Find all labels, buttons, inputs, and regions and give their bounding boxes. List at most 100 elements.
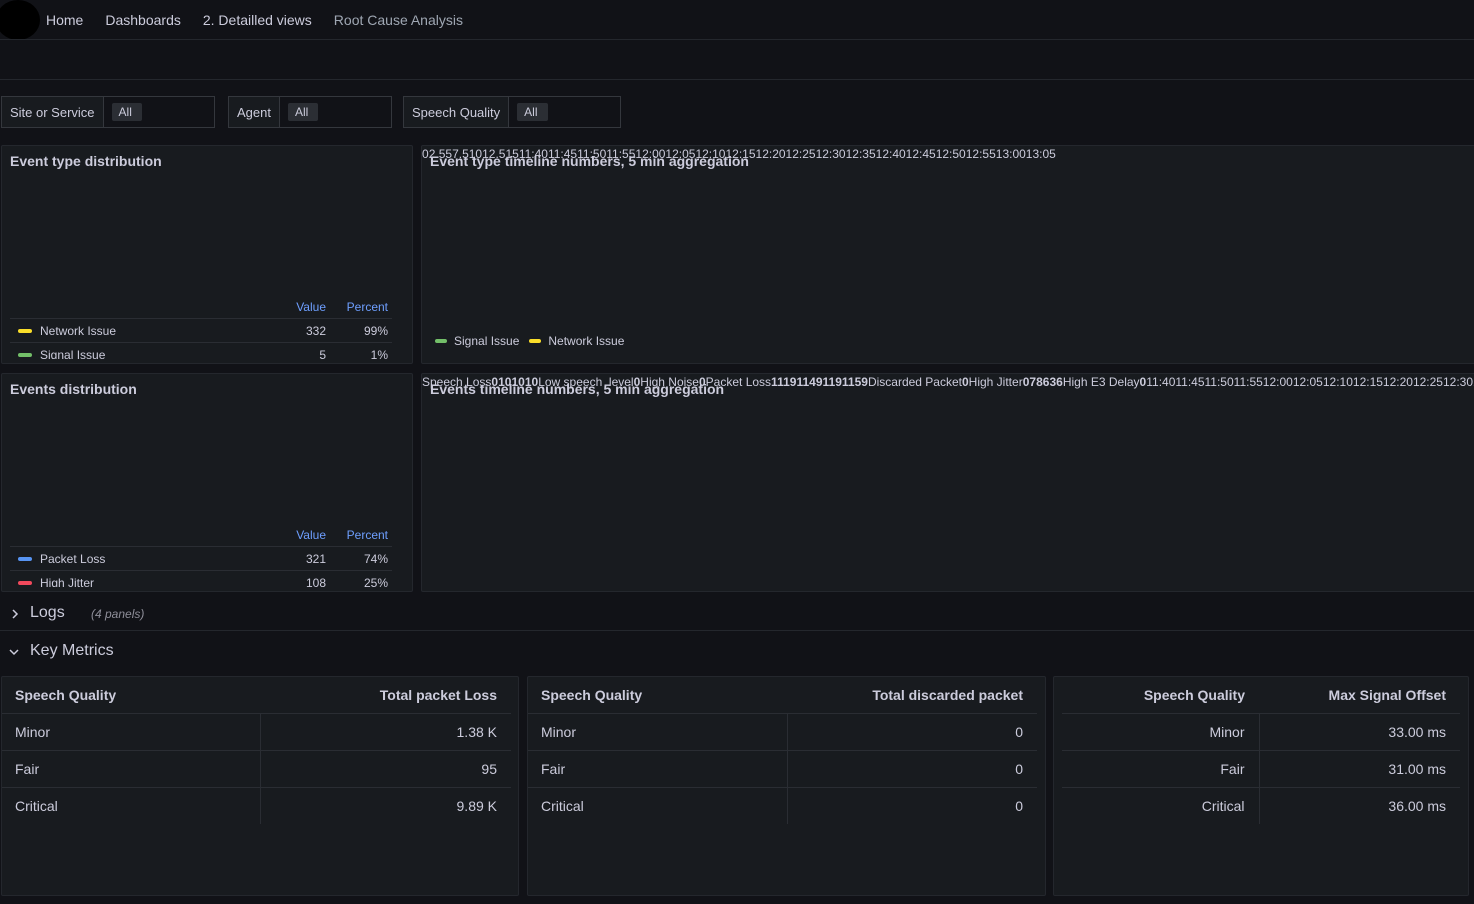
- x-tick-label: 13:05: [1025, 147, 1056, 161]
- column-header[interactable]: Speech Quality: [1062, 677, 1259, 714]
- legend-item[interactable]: Network Issue: [529, 334, 624, 348]
- table-cell: 33.00 ms: [1258, 713, 1460, 751]
- breadcrumb-item[interactable]: 2. Detailled views: [202, 12, 312, 28]
- table-panel: Speech Quality Total discarded packet Mino…: [527, 676, 1046, 896]
- column-header[interactable]: Speech Quality: [2, 677, 260, 714]
- table-panel: Speech Quality Max Signal Offset Minor 33.0…: [1053, 676, 1469, 896]
- state-value: 7: [1029, 375, 1037, 389]
- filter-select[interactable]: All: [103, 96, 215, 128]
- filter-select[interactable]: All: [509, 96, 622, 128]
- x-tick-label: 12:55: [965, 147, 996, 161]
- collapse-chevron[interactable]: [6, 645, 22, 659]
- y-tick-label: 0: [422, 147, 429, 161]
- table-cell: 0: [786, 713, 1037, 751]
- row-label: High Jitter: [968, 375, 1023, 389]
- x-tick-label: 11:55: [1233, 375, 1263, 389]
- breadcrumb-item[interactable]: Home: [46, 12, 84, 28]
- filter-chip[interactable]: All: [287, 103, 319, 121]
- filter-chip[interactable]: All: [111, 103, 142, 121]
- table-cell: Critical: [1201, 798, 1245, 814]
- state-value: 0: [961, 375, 969, 389]
- table-cell: Minor: [2, 713, 260, 751]
- column-header[interactable]: Total packet Loss: [260, 677, 511, 714]
- legend-swatch: [18, 352, 32, 357]
- x-tick-label: 12:05: [665, 147, 696, 161]
- breadcrumb-item[interactable]: Root Cause Analysis: [333, 12, 463, 28]
- state-value: 0: [698, 375, 706, 389]
- legend-item[interactable]: Signal Issue: [435, 334, 519, 348]
- legend-header-cell[interactable]: Value: [296, 528, 326, 542]
- x-tick-label: 11:45: [1175, 375, 1205, 389]
- state-value: 1: [524, 375, 532, 389]
- x-tick-label: 12:05: [1292, 375, 1323, 389]
- row-label: Speech Loss: [422, 375, 492, 389]
- x-tick-label: 12:20: [755, 147, 786, 161]
- column-header[interactable]: Total discarded packet: [787, 677, 1037, 714]
- column-header[interactable]: Max Signal Offset: [1259, 677, 1460, 714]
- legend-swatch: [435, 339, 447, 343]
- legend-percent: 74%: [363, 551, 388, 566]
- filter-select[interactable]: All: [279, 96, 392, 128]
- y-tick-label: 12.5: [482, 147, 506, 161]
- legend-header-cell[interactable]: Percent: [346, 528, 388, 542]
- legend-header: Value Percent: [10, 524, 392, 547]
- x-tick-label: 12:25: [785, 147, 816, 161]
- legend-value: 332: [305, 323, 326, 338]
- x-tick-label: 13:00: [995, 147, 1026, 161]
- table-row: Minor 33.00 ms: [1062, 713, 1460, 751]
- filter-chip[interactable]: All: [517, 103, 548, 121]
- filter-label: Agent: [228, 96, 280, 128]
- legend-percent: 99%: [363, 323, 388, 338]
- state-value: 3: [1049, 375, 1057, 389]
- filter-value: All: [524, 105, 538, 119]
- state-value: 11: [841, 375, 855, 389]
- table-row: Critical 0: [528, 787, 1037, 824]
- legend-value: 108: [305, 575, 326, 588]
- breadcrumb: Home Dashboards 2. Detailled views Root Cau…: [46, 10, 463, 30]
- row-title[interactable]: Key Metrics: [30, 642, 114, 659]
- metrics-table: Speech Quality Max Signal Offset Minor 33.0…: [1062, 677, 1460, 824]
- state-timeline: Speech Loss0101010Low speech level0High …: [422, 374, 1474, 389]
- x-tick-label: 12:00: [635, 147, 666, 161]
- header-row: Speech Quality Max Signal Offset: [1062, 677, 1460, 714]
- x-tick-label: 12:00: [1262, 375, 1293, 389]
- legend-row[interactable]: Packet Loss 321 74%: [10, 547, 392, 571]
- state-value: 0: [531, 375, 539, 389]
- legend-rows: Packet Loss 321 74% High Jitter 108 25%: [10, 547, 392, 587]
- row-label: Low speech level: [538, 375, 634, 389]
- table-cell: 31.00 ms: [1258, 750, 1460, 788]
- y-tick-label: 10: [468, 147, 483, 161]
- table-row: Fair 31.00 ms: [1062, 750, 1460, 788]
- legend-header: Value Percent: [10, 296, 392, 319]
- legend-table: Value Percent Packet Loss 321 74% High Jitter…: [10, 524, 392, 587]
- legend-rows: Network Issue 332 99% Signal Issue 5 1%: [10, 319, 392, 359]
- y-tick-label: 15: [505, 147, 519, 161]
- panel-title: Event type distribution: [10, 153, 162, 169]
- filter-label: Speech Quality: [403, 96, 510, 128]
- legend-header-cell[interactable]: Value: [296, 300, 326, 314]
- x-tick-label: 11:50: [1204, 375, 1234, 389]
- y-tick-label: 7.5: [452, 147, 469, 161]
- table-cell: 36.00 ms: [1258, 787, 1460, 824]
- table-cell: 95: [259, 750, 511, 788]
- column-header[interactable]: Speech Quality: [528, 677, 787, 714]
- breadcrumb-item[interactable]: Dashboards: [105, 12, 181, 28]
- legend-header-cell[interactable]: Percent: [346, 300, 388, 314]
- x-tick-label: 11:40: [518, 147, 548, 161]
- header-row: Speech Quality Total discarded packet: [528, 677, 1037, 714]
- panel-title: Event type timeline numbers, 5 min aggre…: [430, 153, 749, 169]
- collapse-chevron[interactable]: [8, 606, 22, 622]
- row-title[interactable]: Logs: [30, 604, 65, 621]
- state-value: 0: [1022, 375, 1030, 389]
- legend-row[interactable]: Network Issue 332 99%: [10, 319, 392, 343]
- state-value: 8: [1036, 375, 1043, 389]
- table-cell: Critical: [541, 798, 584, 814]
- table-cell: Critical: [15, 798, 58, 814]
- legend-row[interactable]: High Jitter 108 25%: [10, 571, 392, 587]
- table-cell: 0: [786, 787, 1037, 824]
- table-row: Fair 95: [2, 750, 511, 788]
- x-tick-label: 12:35: [845, 147, 876, 161]
- x-tick-label: 12:15: [1352, 375, 1383, 389]
- legend-row[interactable]: Signal Issue 5 1%: [10, 343, 392, 359]
- state-value: 4: [809, 375, 816, 389]
